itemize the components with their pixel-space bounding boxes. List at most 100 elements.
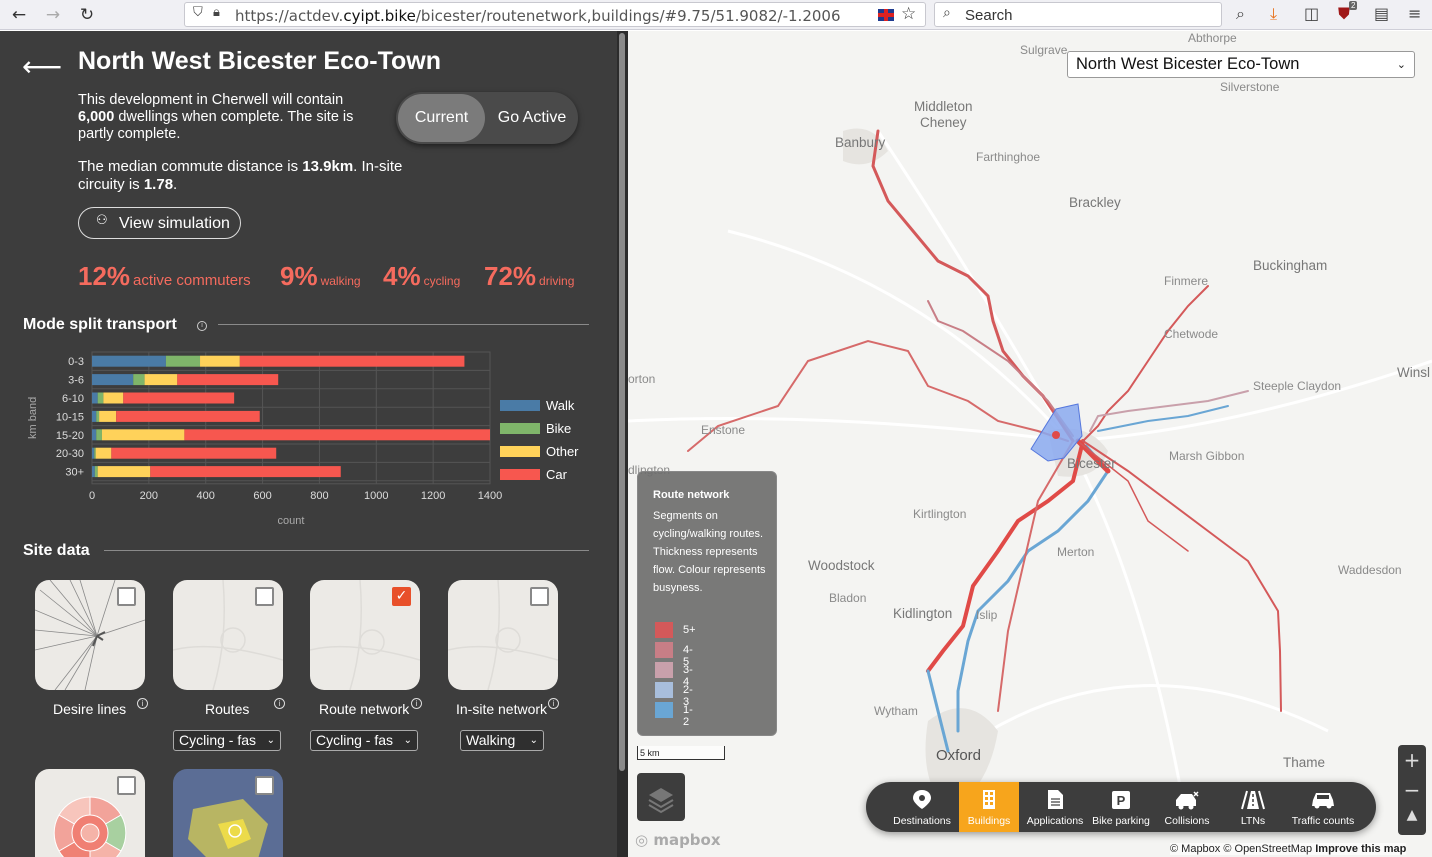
bar-segment-walk xyxy=(92,466,95,478)
panel-scroll-thumb[interactable] xyxy=(619,33,625,771)
legend-swatch xyxy=(655,642,673,658)
y-tick-label: 6-10 xyxy=(62,393,84,405)
catchment-wheel-tile[interactable] xyxy=(35,769,145,857)
bar-segment-car xyxy=(177,374,279,386)
reader-icon[interactable]: ▤ xyxy=(1374,4,1390,23)
buildings-button[interactable]: Buildings xyxy=(959,782,1019,832)
zoom-in-icon[interactable]: + xyxy=(1403,748,1421,772)
document-icon xyxy=(1048,790,1063,809)
bar-segment-bike xyxy=(165,355,201,367)
info-icon[interactable]: i xyxy=(197,321,207,331)
legend-swatch xyxy=(500,423,540,434)
bar-segment-car xyxy=(111,447,277,459)
mapbox-logo[interactable]: ◎ mapbox xyxy=(635,831,721,849)
place-label: Winsl xyxy=(1397,365,1430,380)
applications-button[interactable]: Applications xyxy=(1022,782,1088,832)
layers-icon xyxy=(648,788,674,814)
pocket-icon[interactable]: ◫ xyxy=(1304,4,1320,23)
info-icon[interactable]: i xyxy=(274,698,285,709)
url-text[interactable]: https://actdev.cyipt.bike/bicester/route… xyxy=(235,7,841,25)
desire-lines-thumbnail xyxy=(35,580,145,690)
y-axis-label: km band xyxy=(27,397,39,439)
catchment-checkbox[interactable] xyxy=(117,776,136,795)
y-tick-label: 3-6 xyxy=(68,375,84,387)
simulation-icon: ⚇ xyxy=(96,213,108,228)
svg-text:P: P xyxy=(1117,793,1126,808)
y-tick-label: 15-20 xyxy=(56,430,84,442)
info-icon[interactable]: i xyxy=(548,698,559,709)
zoom-out-icon[interactable]: − xyxy=(1403,778,1421,802)
destinations-button[interactable]: Destinations xyxy=(884,782,960,832)
scenario-toggle[interactable]: Current Go Active xyxy=(396,92,578,144)
parking-icon: P xyxy=(1112,791,1130,809)
collisions-button[interactable]: Collisions xyxy=(1154,782,1220,832)
info-icon[interactable]: i xyxy=(411,698,422,709)
scale-bar: 5 km xyxy=(637,746,725,760)
menu-icon[interactable]: ≡ xyxy=(1408,4,1422,23)
bar-segment-bike xyxy=(96,429,102,441)
translate-flag-icon[interactable] xyxy=(878,9,894,21)
back-arrow-icon[interactable]: ⟵ xyxy=(22,50,63,83)
bookmark-star-icon[interactable]: ☆ xyxy=(901,4,917,24)
download-icon[interactable]: ⤓ xyxy=(1270,4,1278,23)
mode-split-heading: Mode split transport xyxy=(23,316,177,333)
chevron-down-icon: ⌄ xyxy=(529,735,538,746)
x-tick-label: 800 xyxy=(310,490,328,502)
routes-label: Routes xyxy=(205,701,250,717)
buildings-checkbox[interactable] xyxy=(255,776,274,795)
go-active-option[interactable]: Go Active xyxy=(497,109,567,126)
in-site-network-checkbox[interactable] xyxy=(530,587,549,606)
ltns-button[interactable]: LTNs xyxy=(1220,782,1286,832)
traffic-counts-button[interactable]: Traffic counts xyxy=(1286,782,1360,832)
x-tick-label: 1000 xyxy=(364,490,388,502)
in-site-network-mode-select[interactable]: Walking ⌄ xyxy=(460,730,544,751)
map-attribution[interactable]: © Mapbox © OpenStreetMap Improve this ma… xyxy=(1170,843,1407,855)
compass-icon[interactable]: ▲ xyxy=(1406,807,1418,823)
route-network-tile[interactable]: ✓ xyxy=(310,580,420,690)
map-view[interactable]: Abthorpe Sulgrave Silverstone Middleton … xyxy=(628,31,1432,857)
url-bar[interactable]: ⛉ 🔒︎ https://actdev.cyipt.bike/bicester/… xyxy=(184,2,926,27)
routes-mode-select[interactable]: Cycling - fas ⌄ xyxy=(173,730,281,751)
legend-swatch xyxy=(655,662,673,678)
browser-toolbar: ← → ↻ ⛉ 🔒︎ https://actdev.cyipt.bike/bic… xyxy=(0,0,1432,30)
place-label: Steeple Claydon xyxy=(1253,379,1342,393)
place-label: Woodstock xyxy=(808,558,875,573)
stat-driving: 72% driving xyxy=(484,261,575,291)
in-site-network-tile[interactable] xyxy=(448,580,558,690)
route-network-checkbox[interactable]: ✓ xyxy=(392,587,411,606)
legend-swatch xyxy=(500,469,540,480)
desire-lines-checkbox[interactable] xyxy=(117,587,136,606)
buildings-tile[interactable] xyxy=(173,769,283,857)
place-label: Thame xyxy=(1283,755,1326,770)
view-simulation-button[interactable]: ⚇ View simulation xyxy=(78,207,241,239)
layers-button[interactable] xyxy=(637,773,685,821)
search-icon[interactable]: ⌕ xyxy=(1236,4,1245,23)
desire-lines-tile[interactable] xyxy=(35,580,145,690)
routes-tile[interactable] xyxy=(173,580,283,690)
legend-swatch xyxy=(500,400,540,411)
reload-icon[interactable]: ↻ xyxy=(79,5,95,25)
bar-segment-walk xyxy=(92,392,98,404)
info-icon[interactable]: i xyxy=(137,698,148,709)
search-bar[interactable]: ⌕ Search xyxy=(934,2,1222,27)
shield-icon[interactable]: ⛉ xyxy=(193,5,203,20)
in-site-network-thumbnail xyxy=(448,580,558,690)
place-label: Middleton xyxy=(914,99,973,114)
lock-icon[interactable]: 🔒︎ xyxy=(213,5,220,20)
current-option[interactable]: Current xyxy=(398,94,485,142)
routes-checkbox[interactable] xyxy=(255,587,274,606)
legend-label: Walk xyxy=(546,398,575,413)
forward-icon[interactable]: → xyxy=(45,5,61,25)
place-label: Waddesdon xyxy=(1338,563,1402,577)
bike-parking-button[interactable]: P Bike parking xyxy=(1088,782,1154,832)
chevron-down-icon: ⌄ xyxy=(403,735,412,746)
route-network-mode-select[interactable]: Cycling - fas ⌄ xyxy=(310,730,418,751)
ublock-icon[interactable]: ⛊ xyxy=(1338,4,1351,23)
place-label: Islip xyxy=(976,608,998,622)
legend-swatch xyxy=(500,446,540,457)
site-select-dropdown[interactable]: North West Bicester Eco-Town ⌄ xyxy=(1067,51,1415,78)
place-label: Wytham xyxy=(874,704,918,718)
search-placeholder: Search xyxy=(965,7,1013,24)
back-icon[interactable]: ← xyxy=(11,5,27,25)
bar-segment-walk xyxy=(92,410,97,422)
